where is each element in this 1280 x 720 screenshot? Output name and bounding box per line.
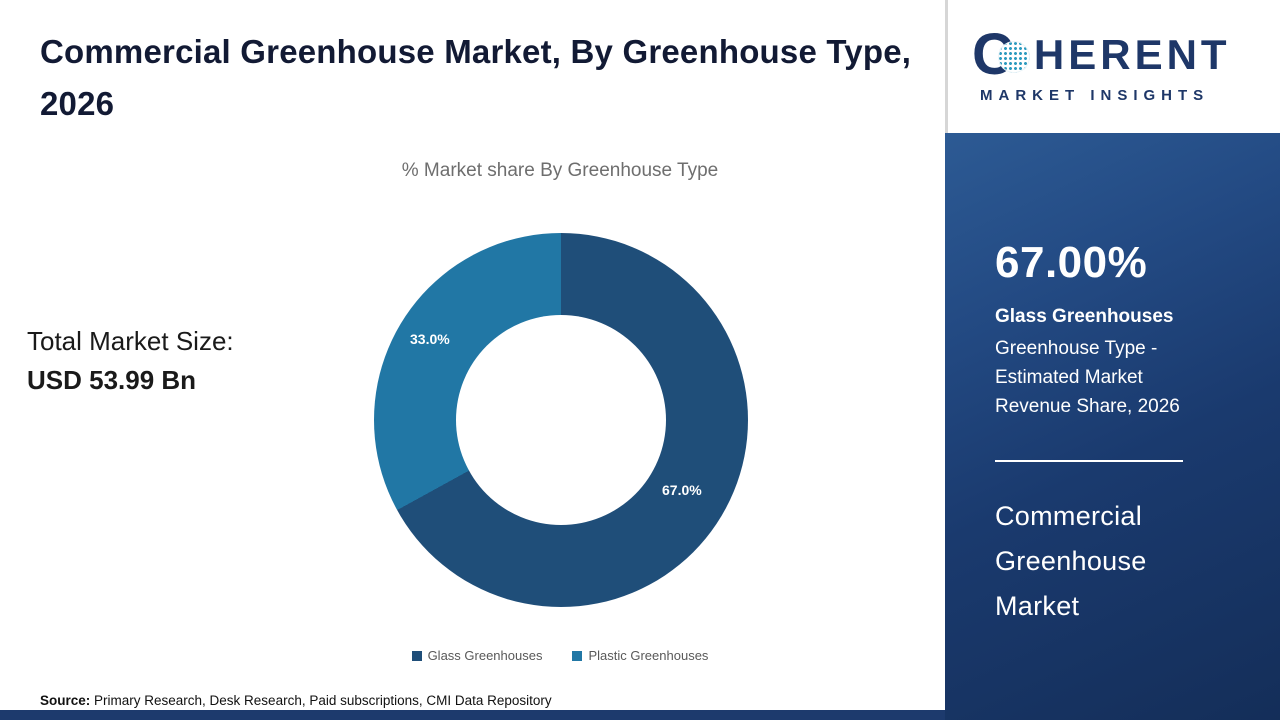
slice-label-glass: 67.0% bbox=[662, 482, 702, 498]
logo-letters-rest: HERENT bbox=[1033, 31, 1231, 78]
legend-swatch-plastic bbox=[572, 650, 583, 661]
page-title: Commercial Greenhouse Market, By Greenho… bbox=[40, 33, 912, 122]
chart-legend: Glass Greenhouses Plastic Greenhouses bbox=[285, 648, 835, 663]
source-label: Source: bbox=[40, 693, 91, 708]
chart-subtitle: % Market share By Greenhouse Type bbox=[401, 160, 719, 181]
total-market-size-value: USD 53.99 Bn bbox=[27, 365, 197, 395]
legend-label-glass: Glass Greenhouses bbox=[427, 648, 543, 663]
brand-logo: C HERENT MARKET INSIGHTS bbox=[945, 0, 1280, 133]
market-name-line1: Commercial bbox=[995, 501, 1143, 531]
legend-swatch-glass bbox=[411, 650, 422, 661]
stat-percentage: 67.00% bbox=[995, 238, 1148, 287]
legend-item-glass: Glass Greenhouses bbox=[411, 648, 543, 663]
market-name: Commercial Greenhouse Market bbox=[995, 494, 1147, 629]
total-market-size-label: Total Market Size: bbox=[27, 326, 234, 356]
donut-chart: 33.0% 67.0% bbox=[374, 233, 748, 607]
legend-item-plastic: Plastic Greenhouses bbox=[572, 648, 708, 663]
slice-label-plastic: 33.0% bbox=[410, 331, 450, 347]
brand-wordmark: C HERENT bbox=[972, 25, 1280, 83]
stat-description: Greenhouse Type - Estimated Market Reven… bbox=[995, 334, 1180, 421]
stat-category-label: Glass Greenhouses bbox=[995, 306, 1174, 327]
brand-tagline: MARKET INSIGHTS bbox=[980, 87, 1210, 105]
sidebar-panel: C HERENT MARKET INSIGHTS 67.00% Glass Gr… bbox=[945, 0, 1280, 720]
market-name-line3: Market bbox=[995, 591, 1080, 621]
stat-description-line1: Greenhouse Type - bbox=[995, 338, 1158, 359]
globe-icon bbox=[997, 41, 1030, 73]
stat-description-line3: Revenue Share, 2026 bbox=[995, 396, 1180, 417]
stat-description-line2: Estimated Market bbox=[995, 367, 1143, 388]
market-name-line2: Greenhouse bbox=[995, 546, 1147, 576]
bottom-accent-bar bbox=[0, 710, 1280, 720]
donut-hole bbox=[456, 315, 666, 525]
sidebar-divider bbox=[995, 460, 1183, 462]
source-line: Source: Primary Research, Desk Research,… bbox=[40, 693, 552, 708]
source-text: Primary Research, Desk Research, Paid su… bbox=[90, 693, 552, 708]
legend-label-plastic: Plastic Greenhouses bbox=[588, 648, 709, 663]
